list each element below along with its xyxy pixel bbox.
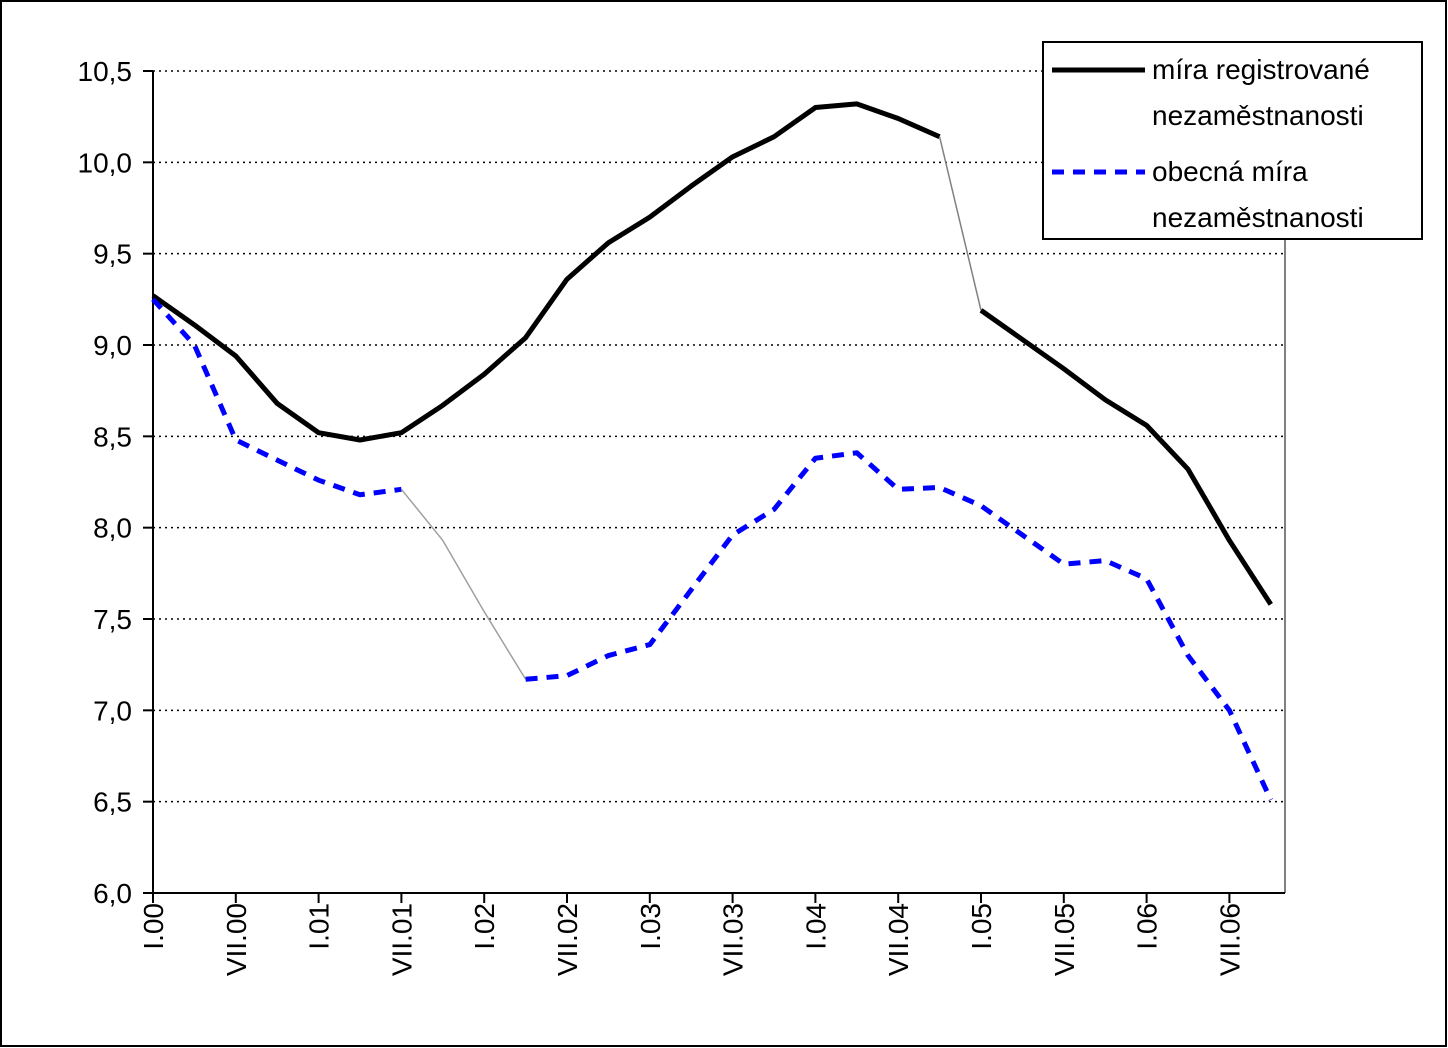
y-tick-label: 10,0: [78, 147, 133, 178]
x-tick-label: I.00: [138, 903, 169, 950]
y-tick-label: 8,0: [93, 513, 132, 544]
x-tick-label: VII.05: [1049, 903, 1080, 976]
x-tick-label: I.02: [469, 903, 500, 950]
series-line: [151, 101, 941, 443]
series-connector: [400, 488, 527, 680]
x-tick-label: VII.02: [552, 903, 583, 976]
series-line: [525, 450, 1274, 801]
legend-label: míra registrované nezaměstnanosti: [1152, 54, 1370, 131]
x-tick-label: VII.00: [221, 903, 252, 976]
x-tick-label: I.03: [635, 903, 666, 950]
legend-label: obecná míra nezaměstnanosti: [1152, 156, 1364, 233]
x-tick-label: VII.03: [718, 903, 749, 976]
y-tick-label: 8,5: [93, 421, 132, 452]
series-line: [979, 308, 1273, 606]
series-connector: [938, 136, 982, 311]
x-tick-label: VII.04: [883, 903, 914, 976]
y-tick-label: 6,5: [93, 787, 132, 818]
x-tick-label: I.05: [966, 903, 997, 950]
series-line: [151, 297, 402, 498]
legend-box: [1042, 41, 1423, 240]
y-tick-label: 10,5: [78, 56, 133, 87]
x-tick-label: VII.06: [1214, 903, 1245, 976]
x-tick-label: I.06: [1132, 903, 1163, 950]
x-tick-label: I.01: [304, 903, 335, 950]
x-tick-label: I.04: [800, 903, 831, 950]
y-tick-label: 9,5: [93, 239, 132, 270]
y-tick-label: 7,0: [93, 695, 132, 726]
y-tick-label: 9,0: [93, 330, 132, 361]
x-tick-label: VII.01: [386, 903, 417, 976]
y-tick-label: 7,5: [93, 604, 132, 635]
y-tick-label: 6,0: [93, 878, 132, 909]
